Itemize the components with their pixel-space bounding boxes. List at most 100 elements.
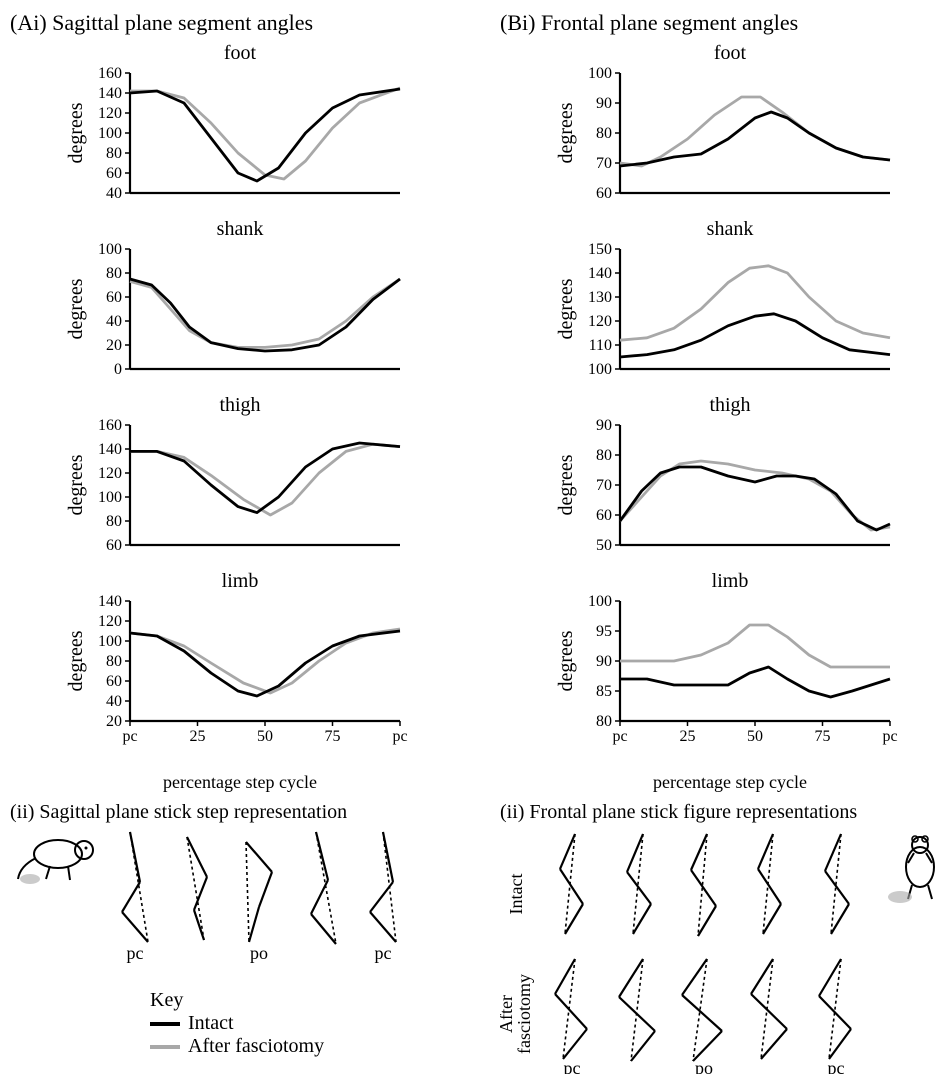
legend-key: Key Intact After fasciotomy (150, 989, 470, 1058)
line-chart: 5060708090degrees (550, 413, 910, 568)
svg-text:60: 60 (106, 289, 122, 306)
svg-text:160: 160 (98, 65, 122, 82)
svg-text:60: 60 (596, 185, 612, 202)
svg-text:75: 75 (815, 728, 831, 745)
svg-text:110: 110 (589, 337, 612, 354)
svg-text:120: 120 (98, 465, 122, 482)
key-intact-label: Intact (188, 1012, 234, 1035)
figure-root: (Ai) Sagittal plane segment angles foot4… (10, 10, 950, 1079)
line-chart: 0 20 40 60 80 100 degrees (60, 237, 420, 392)
x-axis-label: percentage step cycle (163, 772, 317, 793)
svg-text:160: 160 (98, 417, 122, 434)
frontal-sticks-svg: IntactAfterfasciotomypcpopc (500, 824, 950, 1074)
line-chart: 80 85 90 95 100 degrees pc 25 50 75 pc (550, 589, 910, 774)
svg-text:120: 120 (588, 313, 612, 330)
line-chart: 60 80 100 120 140 160 degrees (60, 413, 420, 568)
svg-text:degrees: degrees (555, 454, 577, 515)
line-chart: 40 60 80 100 120 140 160 degrees (60, 61, 420, 216)
svg-text:degrees: degrees (65, 102, 87, 163)
svg-text:degrees: degrees (65, 278, 87, 339)
svg-text:80: 80 (596, 125, 612, 142)
svg-text:50: 50 (747, 728, 763, 745)
key-title: Key (150, 989, 470, 1012)
swatch-intact (150, 1022, 180, 1026)
column-Bi: (Bi) Frontal plane segment angles foot60… (500, 10, 950, 793)
svg-text:pc: pc (612, 728, 627, 745)
svg-text:40: 40 (106, 185, 122, 202)
x-axis-label: percentage step cycle (653, 772, 807, 793)
svg-text:80: 80 (106, 265, 122, 282)
svg-text:100: 100 (588, 65, 612, 82)
sagittal-sticks-svg: pcpopc (10, 824, 450, 964)
svg-text:80: 80 (596, 447, 612, 464)
svg-text:140: 140 (98, 85, 122, 102)
svg-text:85: 85 (596, 683, 612, 700)
label-Aii: (ii) Sagittal plane stick step represent… (10, 801, 470, 824)
svg-text:95: 95 (596, 623, 612, 640)
svg-text:fasciotomy: fasciotomy (514, 974, 534, 1054)
svg-text:140: 140 (98, 593, 122, 610)
svg-text:pc: pc (564, 1058, 581, 1074)
svg-text:degrees: degrees (65, 454, 87, 515)
svg-text:100: 100 (98, 633, 122, 650)
svg-text:20: 20 (106, 713, 122, 730)
svg-text:pc: pc (127, 943, 144, 963)
svg-text:120: 120 (98, 613, 122, 630)
top-charts-row: (Ai) Sagittal plane segment angles foot4… (10, 10, 950, 793)
svg-text:pc: pc (882, 728, 897, 745)
svg-text:20: 20 (106, 337, 122, 354)
svg-text:100: 100 (588, 593, 612, 610)
chart-stack-Ai: foot406080100120140160degreesshank020406… (10, 40, 470, 793)
chart-stack-Bi: foot60708090100degreesshank1001101201301… (500, 40, 950, 793)
svg-text:60: 60 (106, 673, 122, 690)
svg-text:80: 80 (106, 513, 122, 530)
line-chart: 20406080100120140degreespc255075pc (60, 589, 420, 774)
line-chart: 60 70 80 90 100 degrees (550, 61, 910, 216)
svg-text:100: 100 (98, 489, 122, 506)
svg-text:150: 150 (588, 241, 612, 258)
svg-text:140: 140 (588, 265, 612, 282)
svg-text:Intact: Intact (506, 874, 526, 915)
svg-text:60: 60 (106, 165, 122, 182)
key-after-label: After fasciotomy (188, 1035, 324, 1058)
svg-text:80: 80 (596, 713, 612, 730)
svg-text:60: 60 (596, 507, 612, 524)
svg-text:0: 0 (114, 361, 122, 378)
svg-text:140: 140 (98, 441, 122, 458)
label-Bi: (Bi) Frontal plane segment angles (500, 10, 950, 36)
svg-text:60: 60 (106, 537, 122, 554)
svg-text:80: 80 (106, 653, 122, 670)
svg-text:100: 100 (588, 361, 612, 378)
svg-text:90: 90 (596, 417, 612, 434)
svg-text:100: 100 (98, 125, 122, 142)
svg-text:degrees: degrees (555, 102, 577, 163)
column-Aii: (ii) Sagittal plane stick step represent… (10, 801, 470, 1079)
svg-text:70: 70 (596, 155, 612, 172)
line-chart: 100110120130140150degrees (550, 237, 910, 392)
svg-text:pc: pc (828, 1058, 845, 1074)
svg-text:25: 25 (680, 728, 696, 745)
svg-text:100: 100 (98, 241, 122, 258)
svg-text:po: po (695, 1058, 713, 1074)
key-intact-row: Intact (150, 1012, 470, 1035)
svg-text:40: 40 (106, 693, 122, 710)
svg-text:80: 80 (106, 145, 122, 162)
svg-text:degrees: degrees (65, 630, 87, 691)
svg-text:pc: pc (122, 728, 137, 745)
svg-text:70: 70 (596, 477, 612, 494)
svg-text:120: 120 (98, 105, 122, 122)
svg-text:90: 90 (596, 95, 612, 112)
svg-text:40: 40 (106, 313, 122, 330)
svg-text:degrees: degrees (555, 278, 577, 339)
column-Ai: (Ai) Sagittal plane segment angles foot4… (10, 10, 470, 793)
bottom-row: (ii) Sagittal plane stick step represent… (10, 801, 950, 1079)
svg-text:po: po (250, 943, 268, 963)
column-Bii: (ii) Frontal plane stick figure represen… (500, 801, 950, 1079)
swatch-after (150, 1045, 180, 1049)
svg-text:75: 75 (325, 728, 341, 745)
svg-text:50: 50 (257, 728, 273, 745)
svg-text:90: 90 (596, 653, 612, 670)
svg-text:25: 25 (190, 728, 206, 745)
label-Bii: (ii) Frontal plane stick figure represen… (500, 801, 950, 824)
svg-text:degrees: degrees (555, 630, 577, 691)
